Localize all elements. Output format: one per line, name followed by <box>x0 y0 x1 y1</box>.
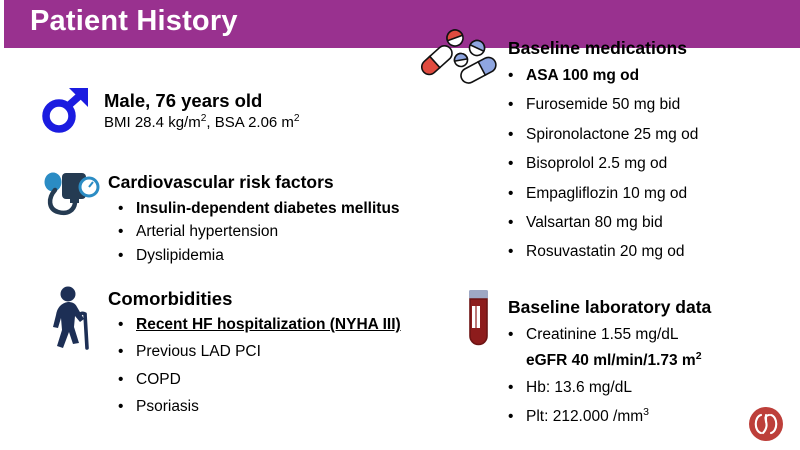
header-banner <box>4 0 800 48</box>
list-item: • Spironolactone 25 mg od <box>508 124 794 145</box>
list-item: • Creatinine 1.55 mg/dL <box>508 324 794 345</box>
patient-summary-text: Male, 76 years old <box>104 90 263 111</box>
hemoglobin-label: Hb: 13.6 mg/dL <box>526 379 632 397</box>
cardiovascular-risk-list: • Insulin-dependent diabetes mellitus • … <box>118 198 410 268</box>
male-symbol-icon <box>38 86 94 139</box>
bullet-icon: • <box>508 213 514 231</box>
cardiovascular-heading: Cardiovascular risk factors <box>108 172 334 192</box>
bullet-icon: • <box>508 155 514 173</box>
list-item: • ASA 100 mg od <box>508 65 794 86</box>
bullet-icon: • <box>118 343 124 361</box>
laboratory-heading: Baseline laboratory data <box>508 297 712 317</box>
bmi-superscript: 2 <box>200 113 207 124</box>
list-item: • Plt: 212.000 /mm3 <box>508 406 794 427</box>
bullet-icon: • <box>118 316 124 333</box>
list-item-label: ASA 100 mg od <box>526 67 640 84</box>
list-item: • Psoriasis <box>118 396 428 417</box>
page-title: Patient History <box>30 5 238 37</box>
medications-list: • ASA 100 mg od • Furosemide 50 mg bid •… <box>508 65 794 271</box>
bullet-icon: • <box>508 326 514 343</box>
bullet-icon: • <box>508 96 514 114</box>
egfr-value: eGFR 40 ml/min/1.73 m <box>526 352 696 370</box>
list-item-label: Previous LAD PCI <box>136 343 261 361</box>
list-item: • Dyslipidemia <box>118 245 410 266</box>
creatinine-label: Creatinine 1.55 mg/dL <box>526 326 679 343</box>
list-item: • Valsartan 80 mg bid <box>508 212 794 233</box>
bullet-icon: • <box>118 370 124 388</box>
list-item: • Hb: 13.6 mg/dL <box>508 377 794 398</box>
bsa-superscript: 2 <box>293 113 300 124</box>
bullet-icon: • <box>508 67 514 84</box>
list-item: • Arterial hypertension <box>118 221 410 242</box>
list-item: • Furosemide 50 mg bid <box>508 94 794 115</box>
bullet-icon: • <box>508 407 514 425</box>
egfr-label: eGFR 40 ml/min/1.73 m2 <box>526 350 794 370</box>
bmi-value: BMI 28.4 kg/m <box>104 114 201 131</box>
list-item-label: Empagliflozin 10 mg od <box>526 184 688 202</box>
medications-heading: Baseline medications <box>508 38 687 58</box>
laboratory-list: • Creatinine 1.55 mg/dL eGFR 40 ml/min/1… <box>508 324 794 434</box>
list-item: • Insulin-dependent diabetes mellitus <box>118 198 410 219</box>
bsa-value: , BSA 2.06 m <box>206 114 294 131</box>
platelets-label: Plt: 212.000 /mm3 <box>526 406 794 427</box>
bullet-icon: • <box>118 398 124 416</box>
egfr-superscript: 2 <box>695 350 702 363</box>
list-item-label: Arterial hypertension <box>136 223 279 241</box>
blood-pressure-cuff-icon <box>42 168 104 229</box>
bullet-icon: • <box>508 379 514 397</box>
bullet-icon: • <box>508 184 514 202</box>
list-item-label: Recent HF hospitalization (NYHA III) <box>136 316 401 333</box>
comorbidities-list: • Recent HF hospitalization (NYHA III) •… <box>118 314 428 424</box>
list-item-label: Furosemide 50 mg bid <box>526 96 681 114</box>
list-item: • Recent HF hospitalization (NYHA III) <box>118 314 428 335</box>
list-item-label: Psoriasis <box>136 398 199 416</box>
patient-summary-block: Male, 76 years old BMI 28.4 kg/m2, BSA 2… <box>104 90 404 131</box>
list-item-label: Bisoprolol 2.5 mg od <box>526 155 668 173</box>
patient-metrics-text: BMI 28.4 kg/m2, BSA 2.06 m2 <box>104 113 404 131</box>
bullet-icon: • <box>508 243 514 261</box>
bullet-icon: • <box>118 246 124 264</box>
pills-icon <box>418 26 500 91</box>
list-item: • COPD <box>118 369 428 390</box>
bullet-icon: • <box>508 125 514 143</box>
list-item: • Bisoprolol 2.5 mg od <box>508 153 794 174</box>
list-item-label: Valsartan 80 mg bid <box>526 213 663 231</box>
platelets-superscript: 3 <box>643 405 650 418</box>
list-item: • Rosuvastatin 20 mg od <box>508 241 794 262</box>
platelets-value: Plt: 212.000 /mm <box>526 407 644 425</box>
list-item-label: Spironolactone 25 mg od <box>526 125 699 143</box>
bullet-icon: • <box>118 223 124 241</box>
list-item-label: Insulin-dependent diabetes mellitus <box>136 200 400 217</box>
circular-society-logo <box>748 406 784 447</box>
comorbidities-heading: Comorbidities <box>108 288 233 309</box>
list-item-label: Dyslipidemia <box>136 246 224 264</box>
list-item: • Empagliflozin 10 mg od <box>508 183 794 204</box>
list-item-label: Rosuvastatin 20 mg od <box>526 243 685 261</box>
list-item-label: COPD <box>136 370 181 388</box>
blood-collection-tube-icon <box>462 288 496 355</box>
elderly-person-with-cane-icon <box>44 286 98 357</box>
bullet-icon: • <box>118 200 124 217</box>
list-item: • Previous LAD PCI <box>118 341 428 362</box>
